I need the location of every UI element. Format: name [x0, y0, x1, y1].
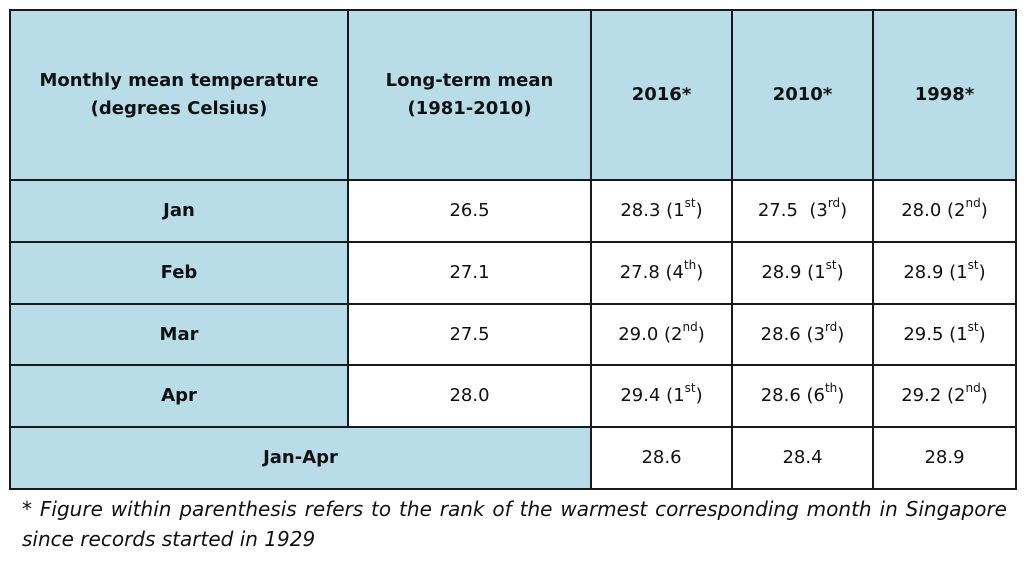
- long-term-mean-cell: 26.5: [347, 179, 592, 243]
- rank-number: 1: [956, 323, 968, 345]
- rank-cell-2016: 29.0 (2nd): [590, 302, 733, 367]
- rank-number: 1: [673, 385, 685, 407]
- rank-suffix: st: [825, 257, 837, 272]
- rank-suffix: rd: [827, 196, 841, 210]
- summary-row: Jan-Apr 28.6 28.4 28.9: [9, 426, 1017, 490]
- rank-suffix: nd: [965, 196, 981, 210]
- rank-suffix: st: [967, 319, 979, 334]
- row-label: Mar: [9, 302, 349, 367]
- rank-number: 2: [954, 385, 966, 407]
- table-row: Jan 26.5 28.3 (1st) 27.5 (3rd) 28.0 (2nd): [9, 179, 1017, 243]
- rank-suffix: st: [684, 381, 696, 396]
- temperature-value: 29.4: [620, 385, 661, 407]
- rank-number: 2: [671, 323, 683, 345]
- table-row: Mar 27.5 29.0 (2nd) 28.6 (3rd) 29.5 (1st): [9, 302, 1017, 367]
- rank-suffix: th: [824, 381, 838, 396]
- row-label: Feb: [9, 240, 349, 305]
- row-label: Jan: [9, 179, 349, 243]
- footnote: * Figure within parenthesis refers to th…: [22, 497, 1007, 551]
- temperature-value: 28.0: [901, 200, 942, 221]
- summary-2010: 28.4: [731, 426, 874, 490]
- rank-suffix: st: [684, 196, 696, 210]
- rank-number: 1: [673, 200, 685, 221]
- rank-cell-2010: 28.9 (1st): [731, 240, 874, 305]
- temperature-value: 29.2: [901, 385, 942, 407]
- long-term-mean-cell: 27.1: [347, 240, 592, 305]
- summary-label: Jan-Apr: [9, 426, 592, 490]
- rank-cell-2010: 27.5 (3rd): [731, 179, 874, 243]
- rank-number: 3: [813, 323, 825, 345]
- table-row: Apr 28.0 29.4 (1st) 28.6 (6th) 29.2 (2nd): [9, 364, 1017, 429]
- rank-suffix: th: [683, 257, 697, 272]
- summary-2016: 28.6: [590, 426, 733, 490]
- header-row: Monthly mean temperature (degrees Celsiu…: [9, 8, 1017, 182]
- header-2010: 2010*: [731, 8, 874, 182]
- rank-suffix: rd: [824, 319, 838, 334]
- rank-cell-1998: 29.2 (2nd): [872, 364, 1017, 429]
- header-monthly-mean: Monthly mean temperature (degrees Celsiu…: [9, 8, 349, 182]
- rank-cell-2016: 28.3 (1st): [590, 179, 733, 243]
- rank-suffix: st: [967, 257, 979, 272]
- temperature-value: 27.5: [757, 200, 798, 221]
- rank-cell-2016: 27.8 (4th): [590, 240, 733, 305]
- rank-suffix: nd: [965, 381, 981, 396]
- rank-number: 1: [956, 261, 968, 283]
- temperature-value: 28.6: [760, 385, 801, 407]
- rank-cell-1998: 28.9 (1st): [872, 240, 1017, 305]
- rank-number: 3: [816, 200, 828, 221]
- long-term-mean-cell: 27.5: [347, 302, 592, 367]
- rank-number: 6: [813, 385, 825, 407]
- row-label: Apr: [9, 364, 349, 429]
- temperature-value: 29.5: [903, 323, 944, 345]
- header-long-term-mean: Long-term mean (1981-2010): [347, 8, 592, 182]
- table-row: Feb 27.1 27.8 (4th) 28.9 (1st) 28.9 (1st): [9, 240, 1017, 305]
- temperature-value: 29.0: [618, 323, 659, 345]
- temperature-value: 28.3: [620, 200, 661, 221]
- header-2016: 2016*: [590, 8, 733, 182]
- temperature-value: 28.9: [903, 261, 944, 283]
- temperature-value: 27.8: [619, 261, 660, 283]
- rank-cell-2016: 29.4 (1st): [590, 364, 733, 429]
- summary-1998: 28.9: [872, 426, 1017, 490]
- rank-cell-1998: 29.5 (1st): [872, 302, 1017, 367]
- long-term-mean-cell: 28.0: [347, 364, 592, 429]
- rank-cell-1998: 28.0 (2nd): [872, 179, 1017, 243]
- rank-cell-2010: 28.6 (6th): [731, 364, 874, 429]
- rank-number: 4: [672, 261, 684, 283]
- temperature-table: Monthly mean temperature (degrees Celsiu…: [9, 8, 1017, 490]
- temperature-value: 28.9: [761, 261, 802, 283]
- rank-number: 1: [814, 261, 826, 283]
- rank-number: 2: [954, 200, 966, 221]
- rank-suffix: nd: [682, 319, 698, 334]
- rank-cell-2010: 28.6 (3rd): [731, 302, 874, 367]
- header-1998: 1998*: [872, 8, 1017, 182]
- temperature-value: 28.6: [760, 323, 801, 345]
